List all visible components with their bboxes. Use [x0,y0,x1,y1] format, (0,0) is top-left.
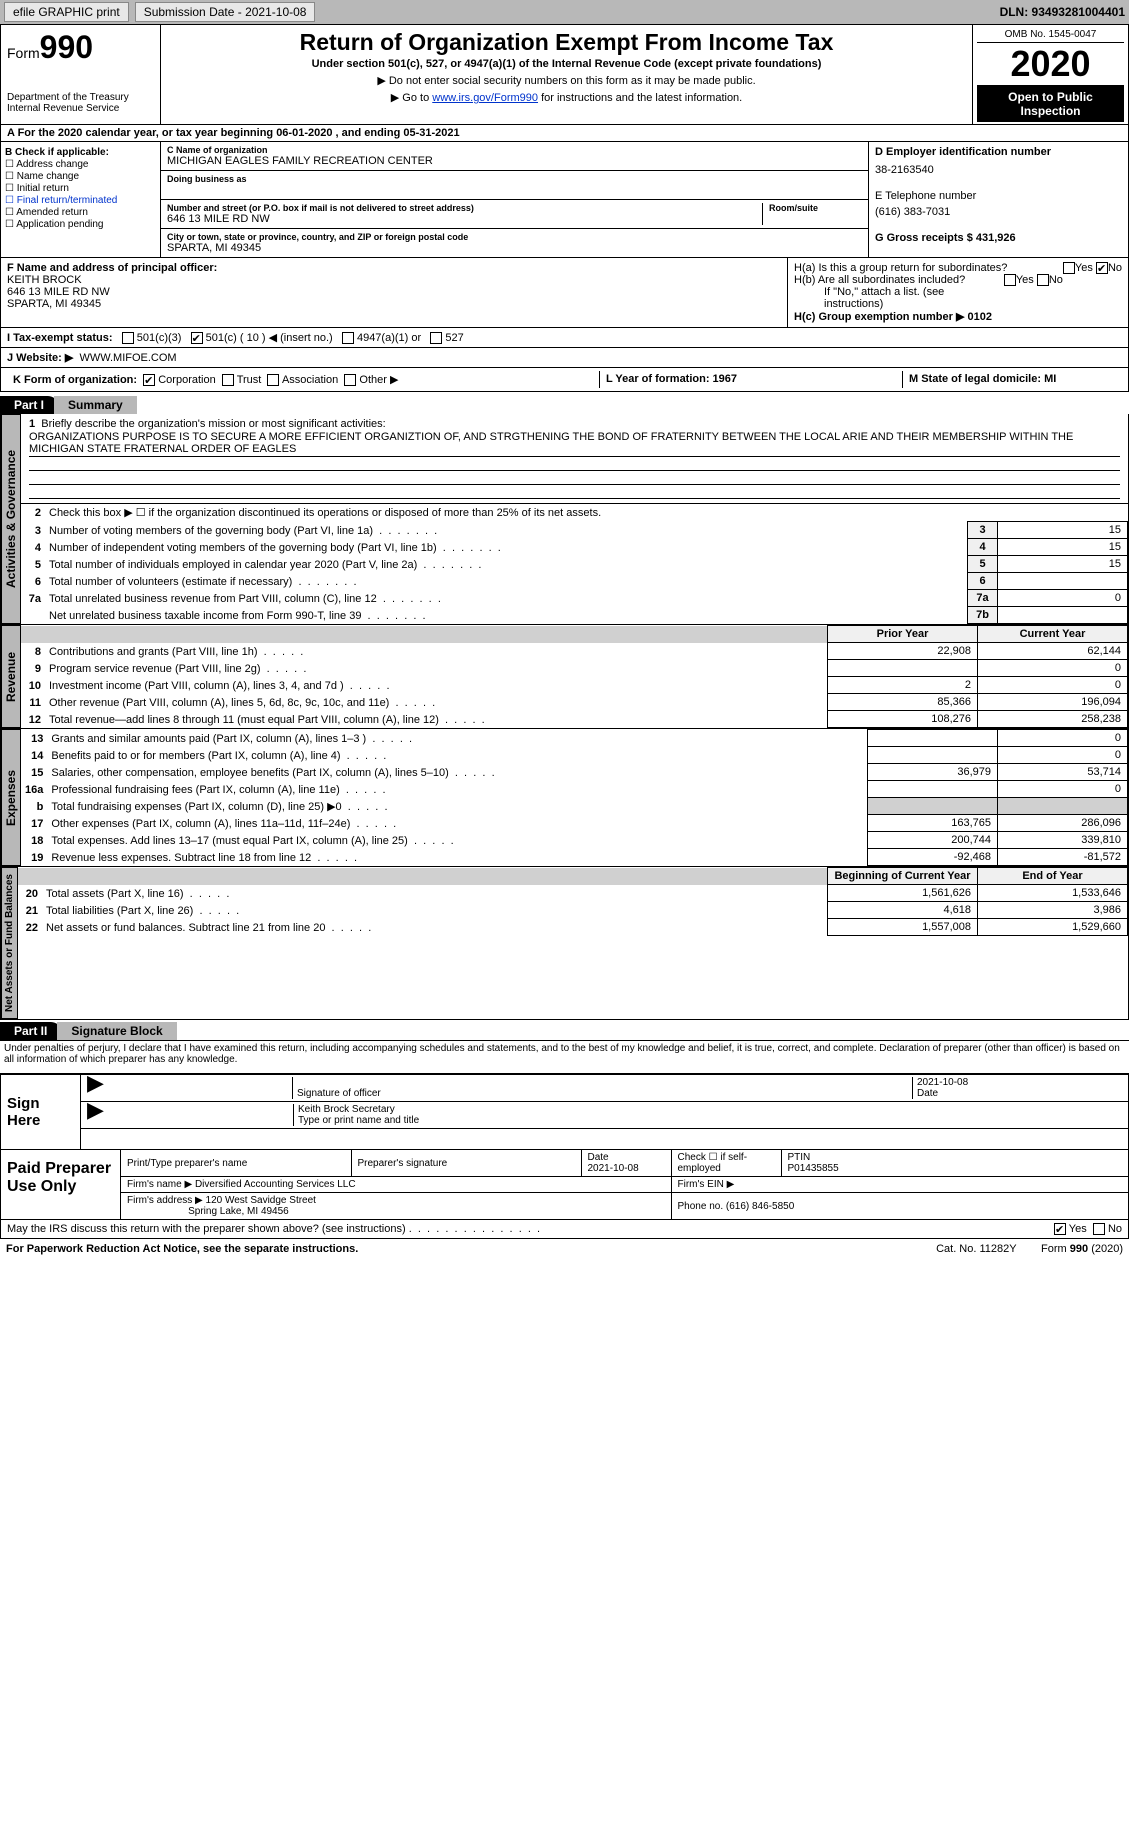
street-address: 646 13 MILE RD NW [167,213,762,225]
e-label: E Telephone number [875,190,1122,202]
org-name: MICHIGAN EAGLES FAMILY RECREATION CENTER [167,155,862,167]
officer-addr1: 646 13 MILE RD NW [7,286,781,298]
c-label: C Name of organization [167,145,862,155]
m-state-domicile: M State of legal domicile: MI [902,371,1122,388]
q2-text: Check this box ▶ ☐ if the organization d… [45,504,1128,521]
hb-note: If "No," attach a list. (see instruction… [794,286,1122,310]
section-b-through-g: B Check if applicable: ☐ Address change … [0,142,1129,258]
discuss-no[interactable] [1093,1223,1105,1235]
hb-yes[interactable] [1004,274,1016,286]
dept-label: Department of the Treasury Internal Reve… [7,92,154,114]
part1-label: Part I [0,396,58,414]
form-header: Form990 Department of the Treasury Inter… [0,24,1129,125]
omb-number: OMB No. 1545-0047 [977,27,1124,43]
sign-here-label: Sign Here [1,1075,81,1149]
row-a-tax-year: A For the 2020 calendar year, or tax yea… [0,125,1129,142]
part2-title: Signature Block [57,1022,176,1040]
addr-label: Number and street (or P.O. box if mail i… [167,203,762,213]
discuss-row: May the IRS discuss this return with the… [0,1220,1129,1239]
check-4947[interactable] [342,332,354,344]
officer-addr2: SPARTA, MI 49345 [7,298,781,310]
form-number: Form990 [7,29,154,66]
form-ref: Form 990 (2020) [1041,1243,1123,1255]
mission-text: ORGANIZATIONS PURPOSE IS TO SECURE A MOR… [29,430,1120,457]
check-trust[interactable] [222,374,234,386]
website-url[interactable]: WWW.MIFOE.COM [79,352,176,364]
tab-net-assets: Net Assets or Fund Balances [1,867,18,1019]
tab-governance: Activities & Governance [1,414,21,624]
row-i-tax-status: I Tax-exempt status: 501(c)(3) 501(c) ( … [0,328,1129,348]
hb-no[interactable] [1037,274,1049,286]
check-corporation[interactable] [143,374,155,386]
g-gross-receipts: G Gross receipts $ 431,926 [875,232,1122,244]
check-501c3[interactable] [122,332,134,344]
check-address-change[interactable]: ☐ Address change [5,159,156,170]
l-year-formation: L Year of formation: 1967 [599,371,902,388]
part1-governance: Activities & Governance 1 Briefly descri… [0,414,1129,625]
open-inspection: Open to Public Inspection [977,86,1124,122]
city-state-zip: SPARTA, MI 49345 [167,242,862,254]
cat-no: Cat. No. 11282Y [936,1243,1017,1255]
part1-revenue: Revenue Prior YearCurrent Year8Contribut… [0,625,1129,729]
note-ssn: ▶ Do not enter social security numbers o… [171,74,962,87]
hb-question: H(b) Are all subordinates included? Yes … [794,274,1122,286]
section-f-h: F Name and address of principal officer:… [0,258,1129,328]
officer-name: KEITH BROCK [7,274,781,286]
part2-label: Part II [0,1022,61,1040]
paperwork-notice: For Paperwork Reduction Act Notice, see … [6,1243,358,1255]
form-title: Return of Organization Exempt From Incom… [171,29,962,56]
q1-label: Briefly describe the organization's miss… [41,418,385,430]
paid-prep-label: Paid Preparer Use Only [1,1150,121,1219]
check-amended[interactable]: ☐ Amended return [5,207,156,218]
form-subtitle: Under section 501(c), 527, or 4947(a)(1)… [171,58,962,70]
paid-preparer: Paid Preparer Use Only Print/Type prepar… [0,1150,1129,1220]
check-501c[interactable] [191,332,203,344]
check-final-return[interactable]: ☐ Final return/terminated [5,195,156,206]
room-label: Room/suite [769,203,856,213]
check-application-pending[interactable]: ☐ Application pending [5,219,156,230]
f-label: F Name and address of principal officer: [7,262,781,274]
b-label: B Check if applicable: [5,147,156,158]
check-527[interactable] [430,332,442,344]
ein: 38-2163540 [875,164,1122,176]
part1-net-assets: Net Assets or Fund Balances Beginning of… [0,867,1129,1020]
part1-expenses: Expenses 13Grants and similar amounts pa… [0,729,1129,867]
hc-group-exemption: H(c) Group exemption number ▶ 0102 [794,310,1122,323]
d-label: D Employer identification number [875,146,1122,158]
check-association[interactable] [267,374,279,386]
dln: DLN: 93493281004401 [1000,5,1125,19]
submission-date: Submission Date - 2021-10-08 [135,2,316,22]
tab-expenses: Expenses [1,729,21,866]
ha-question: H(a) Is this a group return for subordin… [794,262,1122,274]
check-name-change[interactable]: ☐ Name change [5,171,156,182]
city-label: City or town, state or province, country… [167,232,862,242]
row-k-l-m: K Form of organization: Corporation Trus… [0,368,1129,392]
dba-label: Doing business as [167,174,862,184]
ha-yes[interactable] [1063,262,1075,274]
part1-title: Summary [54,396,137,414]
signature-block: Sign Here ▶ Signature of officer 2021-10… [0,1073,1129,1150]
footer: For Paperwork Reduction Act Notice, see … [0,1239,1129,1259]
top-bar: efile GRAPHIC print Submission Date - 20… [0,0,1129,24]
declaration: Under penalties of perjury, I declare th… [0,1040,1129,1067]
efile-button[interactable]: efile GRAPHIC print [4,2,129,22]
tax-year: 2020 [977,43,1124,86]
row-j-website: J Website: ▶ WWW.MIFOE.COM [0,348,1129,368]
tab-revenue: Revenue [1,625,21,728]
check-initial-return[interactable]: ☐ Initial return [5,183,156,194]
discuss-yes[interactable] [1054,1223,1066,1235]
phone: (616) 383-7031 [875,206,1122,218]
check-other[interactable] [344,374,356,386]
irs-link[interactable]: www.irs.gov/Form990 [432,92,538,104]
note-link: ▶ Go to www.irs.gov/Form990 for instruct… [171,91,962,104]
ha-no[interactable] [1096,262,1108,274]
